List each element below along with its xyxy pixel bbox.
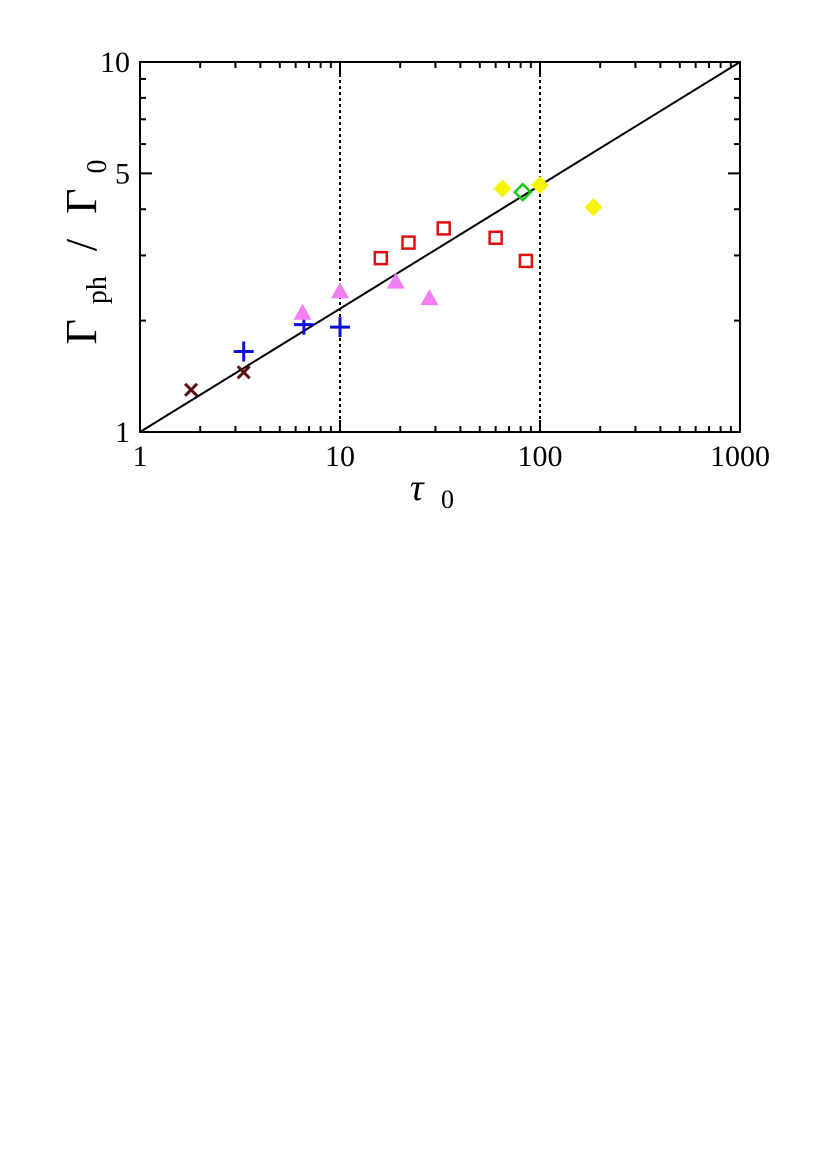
tick-labels: 1 10 100 1000 1 5 10 (100, 46, 770, 473)
vertical-reference-lines (339, 62, 541, 432)
data-point-diamond (531, 176, 549, 195)
data-point-square (436, 221, 451, 236)
data-point-square (401, 235, 416, 250)
y-axis-label: Γ ph / Γ 0 (57, 159, 116, 344)
data-point-diamond-open (512, 182, 533, 202)
data-point-square (488, 230, 503, 245)
x-tick-label: 10 (325, 440, 355, 473)
x-tick-label: 1000 (710, 440, 770, 473)
data-point-diamond (584, 198, 603, 217)
plot-frame (139, 61, 741, 433)
data-point-triangle (331, 282, 349, 299)
y-tick-label: 5 (115, 157, 130, 190)
data-point-square (373, 250, 389, 266)
data-point-triangle (386, 272, 405, 289)
data-point-triangle (420, 289, 439, 306)
x-axis-label-subscript: 0 (441, 485, 454, 514)
y-axis-label-sep: / (57, 238, 106, 251)
x-axis-label: τ 0 (410, 467, 454, 514)
data-point-triangle (293, 303, 312, 320)
data-point-plus (233, 341, 254, 362)
cross-stroke (236, 365, 251, 380)
data-point-square (518, 253, 534, 269)
data-point-cross (183, 382, 199, 397)
data-point-cross (236, 365, 251, 380)
x-tick-label: 1 (133, 440, 148, 473)
data-point-diamond (493, 179, 512, 198)
y-tick-label: 1 (115, 416, 130, 449)
y-axis-label-symbol2: Γ (57, 188, 106, 213)
cross-stroke (183, 382, 199, 397)
y-tick-label: 10 (100, 46, 130, 79)
data-point-plus (330, 317, 350, 338)
reference-line (139, 61, 741, 433)
x-axis-label-symbol: τ (410, 467, 425, 509)
y-axis-label-sub2: 0 (82, 159, 113, 173)
y-axis-label-symbol1: Γ (57, 319, 106, 344)
data-points (183, 176, 603, 397)
y-axis-label-sub1: ph (82, 276, 113, 304)
x-tick-label: 100 (518, 440, 563, 473)
